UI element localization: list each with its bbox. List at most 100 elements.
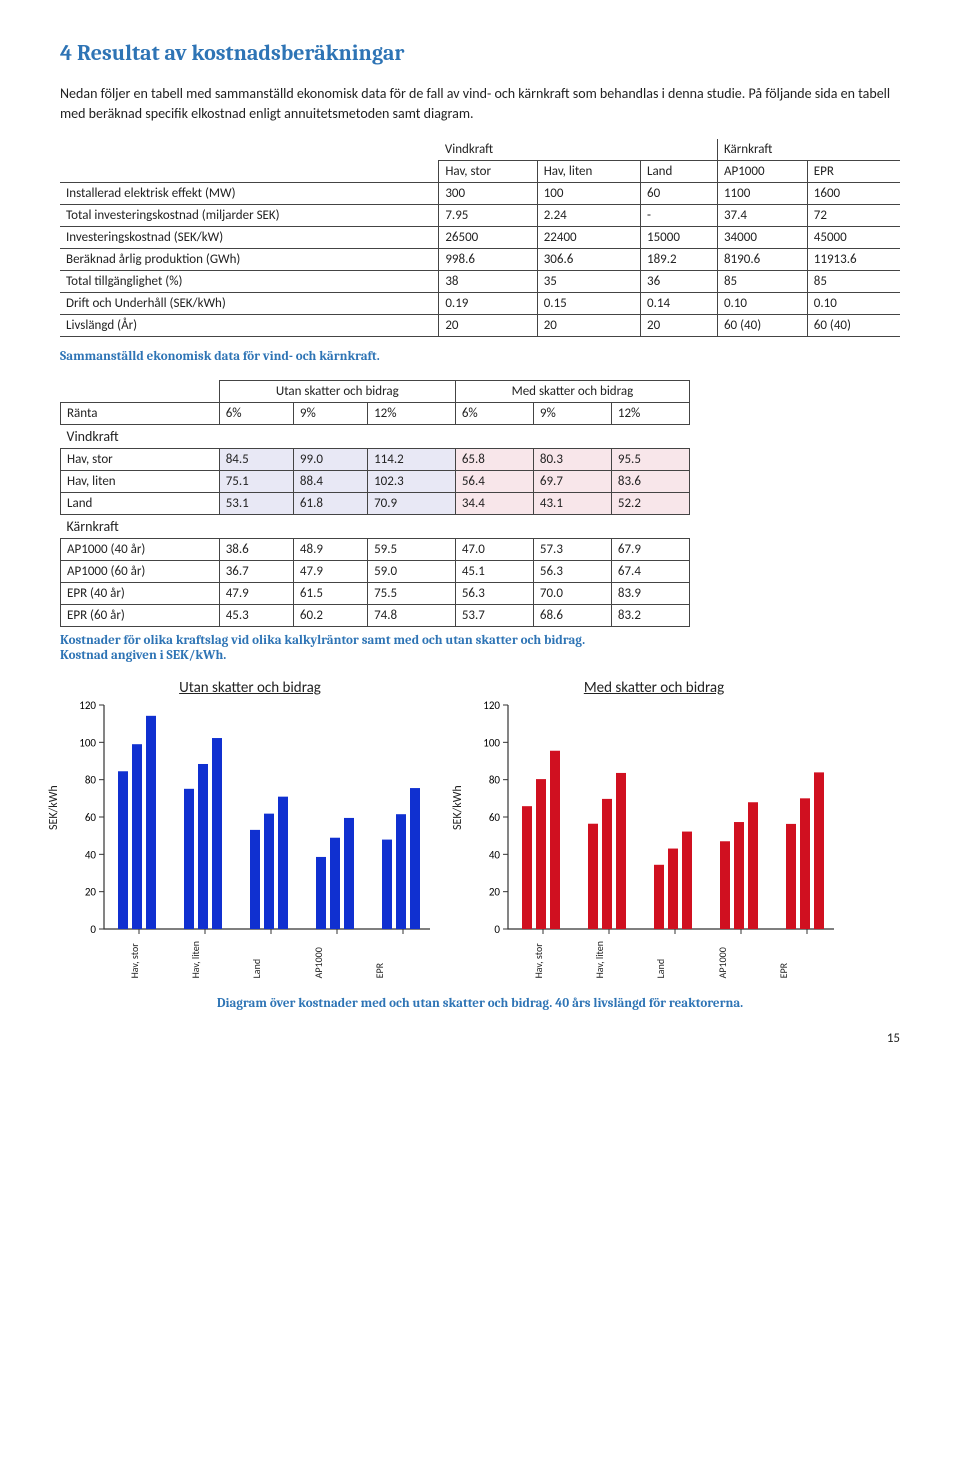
svg-text:0: 0 [494, 923, 500, 936]
svg-text:80: 80 [85, 773, 97, 786]
t2-cell: 45.3 [219, 604, 293, 626]
t2-rate: 6% [219, 402, 293, 424]
t2-rate: 6% [455, 402, 533, 424]
t2-cell: 56.3 [533, 560, 611, 582]
section-heading: 4 Resultat av kostnadsberäkningar [60, 40, 900, 66]
t1-cell: 0.14 [640, 292, 717, 314]
svg-text:20: 20 [85, 885, 97, 898]
svg-text:100: 100 [79, 736, 96, 749]
chart-ylabel: SEK/kWh [451, 786, 465, 831]
t1-cell: 60 [640, 182, 717, 204]
t1-cell: 35 [537, 270, 640, 292]
t2-cell: 84.5 [219, 448, 293, 470]
t1-row-label: Drift och Underhåll (SEK/kWh) [60, 292, 439, 314]
chart-right-title: Med skatter och bidrag [464, 679, 844, 697]
svg-text:100: 100 [483, 736, 500, 749]
t2-cell: 53.7 [455, 604, 533, 626]
chart-xlabel: Land [250, 941, 263, 982]
bar [250, 829, 260, 928]
t1-cell: 20 [537, 314, 640, 336]
bar [814, 772, 824, 929]
chart-xlabel: Hav, liten [189, 941, 202, 982]
t1-cell: 2.24 [537, 204, 640, 226]
t2-cell: 67.9 [611, 538, 689, 560]
chart-xlabel: AP1000 [312, 941, 325, 982]
t2-cell: 75.5 [368, 582, 456, 604]
chart-xlabel: Hav, liten [593, 941, 606, 982]
t2-row-label: Hav, stor [61, 448, 220, 470]
t1-cell: 20 [640, 314, 717, 336]
t1-cell: 0.10 [717, 292, 807, 314]
bar [198, 764, 208, 929]
bar [720, 841, 730, 929]
t2-cell: 80.3 [533, 448, 611, 470]
t1-cell: 20 [439, 314, 537, 336]
t2-cell: 61.8 [293, 492, 367, 514]
t1-cell: 306.6 [537, 248, 640, 270]
bar [800, 798, 810, 929]
t2-cell: 53.1 [219, 492, 293, 514]
chart-right: Med skatter och bidrag SEK/kWh 020406080… [464, 679, 844, 982]
svg-text:80: 80 [489, 773, 501, 786]
svg-text:60: 60 [85, 811, 97, 824]
bar [550, 750, 560, 928]
bar [654, 864, 664, 928]
caption-table1: Sammanställd ekonomisk data för vind- oc… [60, 349, 900, 364]
t1-cell: 11913.6 [807, 248, 900, 270]
t1-cell: 36 [640, 270, 717, 292]
caption-table2: Kostnader för olika kraftslag vid olika … [60, 633, 900, 663]
t2-row-label: EPR (60 år) [61, 604, 220, 626]
table-summary: Vindkraft Kärnkraft Hav, stor Hav, liten… [60, 139, 900, 337]
t2-rate: 12% [368, 402, 456, 424]
t2-cell: 36.7 [219, 560, 293, 582]
t2-cell: 83.2 [611, 604, 689, 626]
t2-cell: 68.6 [533, 604, 611, 626]
t2-row-label: AP1000 (60 år) [61, 560, 220, 582]
t2-karn-label: Kärnkraft [61, 514, 690, 538]
charts-container: Utan skatter och bidrag SEK/kWh 02040608… [60, 679, 900, 982]
t1-cell: 189.2 [640, 248, 717, 270]
t1-group-right: Kärnkraft [717, 139, 900, 161]
t1-cell: 15000 [640, 226, 717, 248]
chart-left: Utan skatter och bidrag SEK/kWh 02040608… [60, 679, 440, 982]
chart-xlabel: EPR [373, 941, 386, 982]
t1-cell: 100 [537, 182, 640, 204]
t1-cell: 8190.6 [717, 248, 807, 270]
bar [536, 779, 546, 929]
bar [616, 773, 626, 929]
chart-left-svg: 020406080100120 [60, 701, 440, 941]
bar [668, 848, 678, 928]
bar [734, 822, 744, 929]
t1-row-label: Investeringskostnad (SEK/kW) [60, 226, 439, 248]
svg-text:0: 0 [90, 923, 96, 936]
caption-charts: Diagram över kostnader med och utan skat… [60, 996, 900, 1011]
t1-col: Hav, stor [439, 160, 537, 182]
svg-text:60: 60 [489, 811, 501, 824]
bar [344, 818, 354, 929]
bar [748, 802, 758, 929]
chart-left-title: Utan skatter och bidrag [60, 679, 440, 697]
t1-row-label: Livslängd (År) [60, 314, 439, 336]
bar [588, 823, 598, 928]
bar [212, 738, 222, 929]
t1-col: Hav, liten [537, 160, 640, 182]
chart-xlabel: EPR [777, 941, 790, 982]
chart-xlabel: AP1000 [716, 941, 729, 982]
t2-cell: 52.2 [611, 492, 689, 514]
t2-cell: 70.9 [368, 492, 456, 514]
t1-cell: 26500 [439, 226, 537, 248]
t1-cell: 1100 [717, 182, 807, 204]
t2-cell: 65.8 [455, 448, 533, 470]
page-number: 15 [60, 1031, 900, 1046]
t1-cell: 7.95 [439, 204, 537, 226]
t2-cell: 56.4 [455, 470, 533, 492]
t1-cell: 37.4 [717, 204, 807, 226]
chart-right-svg: 020406080100120 [464, 701, 844, 941]
t1-cell: 0.10 [807, 292, 900, 314]
t2-cell: 75.1 [219, 470, 293, 492]
t1-col: AP1000 [717, 160, 807, 182]
bar [184, 788, 194, 928]
t1-cell: 38 [439, 270, 537, 292]
t1-col: EPR [807, 160, 900, 182]
bar [146, 715, 156, 928]
